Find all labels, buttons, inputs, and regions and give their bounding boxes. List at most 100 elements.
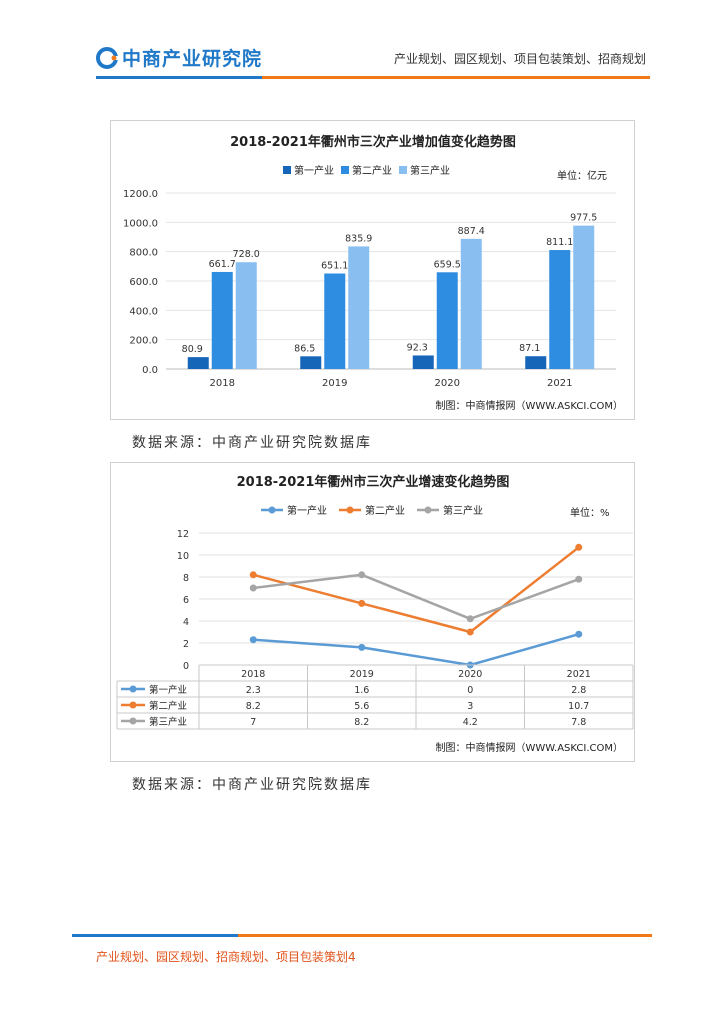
table-legend-marker xyxy=(129,717,137,725)
data-point xyxy=(249,636,257,644)
data-label: 651.1 xyxy=(321,261,348,272)
data-label: 835.9 xyxy=(345,233,372,244)
legend-label: 第二产业 xyxy=(365,504,405,517)
table-cell: 2.3 xyxy=(246,685,261,696)
header-tagline: 产业规划、园区规划、项目包装策划、招商规划 xyxy=(393,52,646,66)
x-tick-label: 2019 xyxy=(322,378,347,389)
legend-swatch xyxy=(283,166,291,174)
y-tick-label: 0.0 xyxy=(142,365,158,376)
line-chart-panel: 2018-2021年衢州市三次产业增速变化趋势图 第一产业 第二产业 第三产业 单位… xyxy=(110,462,635,762)
y-tick-label: 8 xyxy=(183,573,189,584)
table-cell: 8.2 xyxy=(246,701,261,712)
chart2-credit: 制图：中商情报网（WWW.ASKCI.COM） xyxy=(436,741,624,754)
data-point xyxy=(466,628,474,636)
table-cell: 0 xyxy=(467,685,473,696)
y-tick-label: 600.0 xyxy=(129,277,158,288)
bar xyxy=(300,356,322,369)
legend-label: 第三产业 xyxy=(410,164,450,177)
bar xyxy=(436,272,458,369)
data-point xyxy=(358,643,366,651)
chart2-title: 2018-2021年衢州市三次产业增速变化趋势图 xyxy=(237,474,510,490)
x-tick-label: 2021 xyxy=(547,378,572,389)
table-cell: 4.2 xyxy=(463,717,478,728)
table-header-cell: 2021 xyxy=(567,669,591,680)
y-tick-label: 200.0 xyxy=(129,336,158,347)
y-tick-label: 10 xyxy=(177,551,189,562)
table-cell: 7.8 xyxy=(571,717,586,728)
footer-rule-blue xyxy=(72,934,238,937)
chart1-unit: 单位：亿元 xyxy=(557,169,607,182)
data-point xyxy=(249,571,257,579)
table-row-label: 第二产业 xyxy=(149,700,187,712)
legend-marker xyxy=(268,506,276,514)
bar xyxy=(412,355,434,369)
logo-icon xyxy=(96,46,118,69)
data-label: 728.0 xyxy=(233,249,260,260)
bar xyxy=(525,356,547,369)
bar xyxy=(549,250,571,369)
source-note-1: 数据来源：中商产业研究院数据库 xyxy=(132,435,372,451)
y-tick-label: 400.0 xyxy=(129,306,158,317)
footer-rule-orange xyxy=(238,934,652,937)
legend-label: 第二产业 xyxy=(352,164,392,177)
chart2-unit: 单位：% xyxy=(570,506,610,519)
y-tick-label: 12 xyxy=(177,529,189,540)
header-rule-blue xyxy=(96,76,262,79)
y-tick-label: 4 xyxy=(183,617,189,628)
table-cell: 3 xyxy=(467,701,473,712)
y-tick-label: 0 xyxy=(183,661,189,672)
data-point xyxy=(575,630,583,638)
y-tick-label: 800.0 xyxy=(129,248,158,259)
chart1-credit: 制图：中商情报网（WWW.ASKCI.COM） xyxy=(436,399,624,412)
bar xyxy=(324,273,346,369)
table-cell: 5.6 xyxy=(354,701,369,712)
legend-marker xyxy=(424,506,432,514)
data-label: 86.5 xyxy=(294,343,315,354)
data-label: 87.1 xyxy=(519,343,540,354)
table-legend-marker xyxy=(129,685,137,693)
x-tick-label: 2020 xyxy=(435,378,460,389)
table-header-cell: 2018 xyxy=(241,669,265,680)
bar xyxy=(573,225,595,369)
line-chart: 2018-2021年衢州市三次产业增速变化趋势图 第一产业 第二产业 第三产业 单位… xyxy=(116,474,634,754)
bar xyxy=(235,262,257,369)
legend-marker xyxy=(346,506,354,514)
data-point xyxy=(358,571,366,579)
data-label: 977.5 xyxy=(570,213,597,224)
y-tick-label: 1000.0 xyxy=(123,218,158,229)
series-line xyxy=(252,546,580,634)
bar-chart-panel: 2018-2021年衢州市三次产业增加值变化趋势图 第一产业 第二产业 第三产业 单… xyxy=(110,120,635,420)
y-tick-label: 1200.0 xyxy=(123,189,158,200)
data-point xyxy=(575,575,583,583)
source-note-2: 数据来源：中商产业研究院数据库 xyxy=(132,777,372,793)
data-label: 661.7 xyxy=(209,259,236,270)
data-point xyxy=(466,615,474,623)
table-legend-marker xyxy=(129,701,137,709)
data-point xyxy=(358,599,366,607)
data-label: 80.9 xyxy=(182,344,203,355)
chart1-title: 2018-2021年衢州市三次产业增加值变化趋势图 xyxy=(230,134,516,150)
table-cell: 7 xyxy=(250,717,256,728)
series-line xyxy=(253,573,580,621)
bar-chart: 2018-2021年衢州市三次产业增加值变化趋势图 第一产业 第二产业 第三产业 单… xyxy=(123,134,624,412)
data-label: 811.1 xyxy=(546,237,573,248)
header-rule-orange xyxy=(262,76,650,79)
table-cell: 2.8 xyxy=(571,685,586,696)
y-tick-label: 6 xyxy=(183,595,189,606)
bar xyxy=(187,357,209,369)
legend-label: 第三产业 xyxy=(443,504,483,517)
bar xyxy=(211,271,233,369)
legend-label: 第一产业 xyxy=(287,504,327,517)
y-tick-label: 2 xyxy=(183,639,189,650)
table-cell: 1.6 xyxy=(354,685,369,696)
data-point xyxy=(249,584,257,592)
table-header-cell: 2019 xyxy=(350,669,374,680)
table-row-label: 第一产业 xyxy=(149,684,187,696)
data-label: 659.5 xyxy=(434,259,461,270)
x-tick-label: 2018 xyxy=(210,378,235,389)
legend-swatch xyxy=(341,166,349,174)
data-label: 887.4 xyxy=(458,226,485,237)
series-line xyxy=(253,632,580,667)
data-label: 92.3 xyxy=(407,342,428,353)
data-point xyxy=(575,543,583,551)
